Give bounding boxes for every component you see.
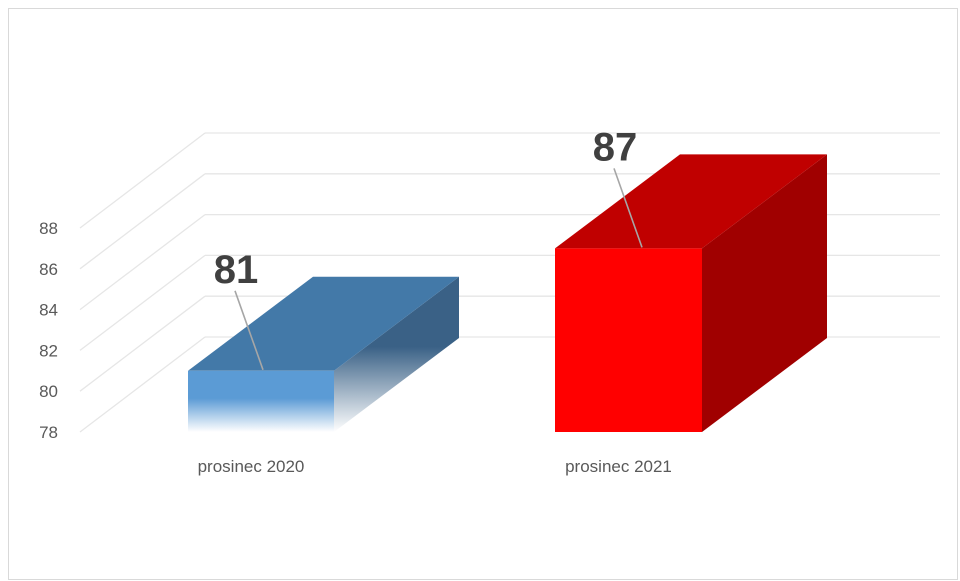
data-label: 87 (593, 125, 638, 169)
bar-1 (188, 276, 459, 432)
bar-front-face (188, 370, 334, 432)
bar-top-face (555, 154, 827, 249)
y-tick-label: 88 (39, 219, 58, 238)
bar-side-face (702, 154, 827, 432)
y-tick-label: 80 (39, 382, 58, 401)
category-label: prosinec 2021 (565, 457, 672, 476)
category-label: prosinec 2020 (198, 457, 305, 476)
leader-line (613, 168, 643, 248)
data-label: 81 (214, 248, 259, 292)
leader-line (234, 290, 264, 371)
y-axis-ticks: 78 80 82 84 86 88 (39, 219, 58, 442)
y-tick-label: 78 (39, 423, 58, 442)
y-tick-label: 84 (39, 301, 58, 320)
y-tick-label: 86 (39, 260, 58, 279)
y-tick-label: 82 (39, 341, 58, 360)
category-labels: prosinec 2020 prosinec 2021 (198, 457, 672, 476)
data-labels: 81 87 (214, 125, 643, 371)
bar-2 (555, 154, 827, 432)
gridline (79, 132, 940, 229)
bar-side-face (334, 276, 459, 432)
bar-front-face (555, 248, 702, 432)
bars (188, 154, 827, 432)
